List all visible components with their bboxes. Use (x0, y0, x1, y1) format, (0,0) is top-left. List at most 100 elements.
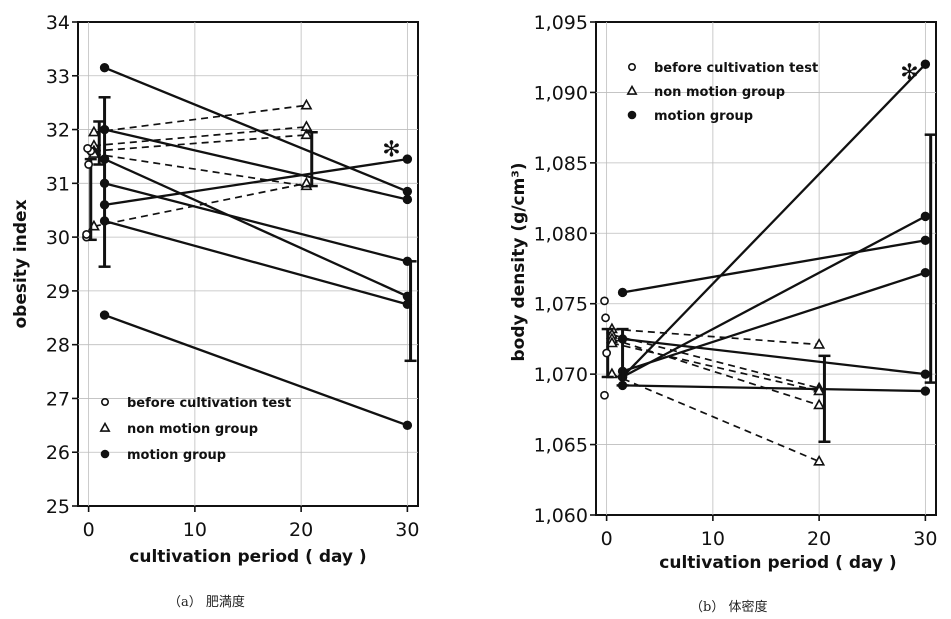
y-tick-label: 28 (46, 335, 70, 357)
motion-line (104, 157, 408, 206)
non-motion-line (93, 182, 307, 228)
before-point (602, 348, 612, 358)
motion-point (402, 194, 413, 205)
y-tick-label: 1,085 (534, 153, 588, 175)
motion-line (104, 128, 408, 201)
y-axis-label: obesity index (11, 199, 31, 328)
non-motion-point (99, 421, 111, 432)
motion-line (104, 314, 408, 427)
motion-point (99, 310, 110, 320)
motion-line (621, 63, 927, 378)
legend-label: before cultivation test (654, 61, 818, 76)
motion-line (622, 337, 926, 376)
motion-point (920, 268, 931, 278)
y-tick-label: 31 (46, 173, 70, 195)
motion-point (920, 59, 931, 69)
y-tick-label: 1,075 (534, 294, 588, 316)
before-points (82, 143, 96, 242)
y-tick-label: 1,090 (534, 82, 588, 104)
grid (72, 21, 418, 512)
non-motion-point (87, 125, 100, 137)
y-tick-label: 1,065 (534, 435, 588, 457)
non-motion-point (813, 384, 826, 396)
panel-caption: （b） 体密度 (690, 599, 767, 615)
y-axis-label: body density (g/cm³) (509, 162, 529, 361)
y-tick-label: 1,080 (534, 223, 588, 245)
y-tick-label: 1,060 (534, 505, 588, 527)
motion-point (920, 386, 931, 396)
motion-point (100, 449, 110, 459)
y-tick-label: 27 (46, 388, 70, 410)
non-motion-point (300, 128, 313, 140)
motion-point (627, 110, 637, 120)
grid (590, 21, 936, 521)
before-point (601, 313, 610, 323)
x-tick-label: 10 (701, 528, 725, 550)
motion-line (622, 271, 926, 373)
non-motion-line (611, 328, 820, 346)
y-tick-label: 30 (46, 227, 70, 249)
body-density-chart: 1,060 1,065 1,070 1,075 1,080 1,085 1,090 1,095… (509, 12, 937, 615)
plot-frame (77, 21, 419, 507)
y-tick-label: 25 (46, 496, 70, 518)
legend-label: motion group (127, 448, 226, 463)
non-motion-point (813, 454, 826, 466)
y-tick-label: 34 (46, 12, 70, 34)
x-tick-label: 30 (913, 528, 937, 550)
motion-line (622, 215, 926, 378)
non-motion-point (626, 84, 638, 95)
motion-line (104, 182, 408, 263)
motion-point (617, 287, 628, 298)
y-tick-label: 1,095 (534, 12, 588, 34)
legend-label: non motion group (654, 85, 785, 100)
before-point (600, 390, 609, 400)
series-lines (605, 59, 931, 466)
motion-point (920, 211, 931, 222)
x-tick-label: 0 (83, 519, 95, 541)
x-tick-labels: 0 10 20 30 (83, 519, 420, 541)
x-tick-label: 20 (807, 528, 831, 550)
before-point (82, 230, 91, 239)
x-tick-labels: 0 10 20 30 (601, 528, 938, 550)
panel-caption: （a） 肥満度 (168, 594, 245, 610)
non-motion-line (93, 104, 307, 134)
legend: before cultivation test non motion group m… (99, 396, 291, 463)
non-motion-line (611, 333, 820, 390)
legend-label: before cultivation test (127, 396, 291, 411)
before-point (83, 143, 92, 153)
x-tick-label: 20 (289, 519, 313, 541)
motion-point (402, 186, 413, 197)
y-tick-label: 33 (46, 66, 70, 88)
x-axis-label: cultivation period ( day ) (129, 547, 366, 567)
motion-point (402, 420, 413, 431)
y-tick-label: 29 (46, 281, 70, 303)
before-points (600, 296, 612, 400)
obesity-index-chart: 25 26 27 28 29 30 31 32 33 34 0 10 20 30 obesity ind… (11, 12, 419, 610)
before-point (84, 160, 94, 169)
significance-mark: ✻ (382, 137, 400, 162)
y-tick-label: 1,070 (534, 364, 588, 386)
motion-point (920, 235, 931, 246)
motion-point (99, 63, 110, 73)
motion-point (402, 154, 413, 164)
x-tick-label: 30 (395, 519, 419, 541)
non-motion-point (300, 98, 313, 110)
legend: before cultivation test non motion group m… (626, 61, 818, 124)
before-point (600, 296, 609, 306)
y-tick-labels: 25 26 27 28 29 30 31 32 33 34 (46, 12, 70, 518)
y-tick-label: 26 (46, 442, 70, 464)
x-tick-label: 0 (601, 528, 613, 550)
motion-line (104, 219, 408, 306)
non-motion-line (611, 338, 820, 406)
non-motion-line (611, 373, 820, 463)
significance-mark: ✻ (900, 60, 918, 85)
y-tick-labels: 1,060 1,065 1,070 1,075 1,080 1,085 1,090 1,095 (534, 12, 588, 527)
motion-line (622, 384, 926, 393)
x-axis-label: cultivation period ( day ) (659, 553, 896, 573)
non-motion-line (93, 134, 307, 152)
motion-line (104, 66, 408, 193)
series-lines (87, 63, 413, 431)
before-point (627, 62, 636, 71)
non-motion-point (813, 398, 826, 410)
